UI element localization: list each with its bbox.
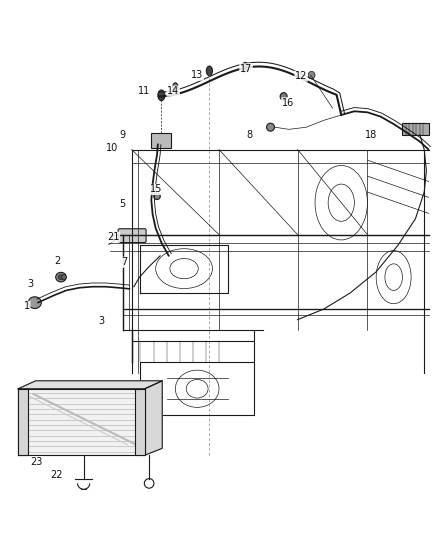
FancyBboxPatch shape [118, 229, 146, 243]
Ellipse shape [56, 272, 66, 282]
Ellipse shape [206, 66, 212, 76]
Text: 5: 5 [119, 199, 125, 209]
Ellipse shape [267, 123, 275, 131]
Ellipse shape [154, 193, 160, 199]
Text: 12: 12 [295, 71, 307, 81]
Text: 17: 17 [240, 64, 252, 74]
Ellipse shape [58, 274, 64, 279]
Bar [18, 389, 28, 455]
Text: 23: 23 [30, 457, 42, 467]
Text: 1: 1 [24, 301, 30, 311]
Text: 16: 16 [282, 98, 294, 108]
Ellipse shape [158, 90, 165, 101]
Polygon shape [18, 381, 162, 389]
Ellipse shape [62, 274, 66, 280]
Polygon shape [18, 389, 145, 455]
Text: 2: 2 [54, 256, 60, 266]
Text: 3: 3 [27, 279, 33, 288]
Ellipse shape [173, 83, 178, 91]
Text: 21: 21 [107, 232, 120, 243]
Bar [403, 123, 429, 135]
Text: 14: 14 [167, 86, 179, 96]
Text: 3: 3 [98, 316, 104, 326]
Ellipse shape [280, 93, 287, 100]
Text: 7: 7 [121, 257, 127, 267]
Text: 11: 11 [138, 86, 150, 96]
Text: 9: 9 [119, 130, 125, 140]
Text: 8: 8 [247, 130, 253, 140]
Ellipse shape [28, 297, 41, 309]
Bar [135, 389, 145, 455]
Text: 15: 15 [149, 184, 162, 195]
Text: 18: 18 [365, 130, 377, 140]
Text: 22: 22 [50, 470, 63, 480]
Polygon shape [145, 381, 162, 455]
Text: 13: 13 [191, 70, 203, 80]
Text: 10: 10 [106, 143, 118, 154]
Bar [151, 133, 171, 149]
Ellipse shape [242, 62, 248, 72]
Ellipse shape [308, 71, 315, 79]
